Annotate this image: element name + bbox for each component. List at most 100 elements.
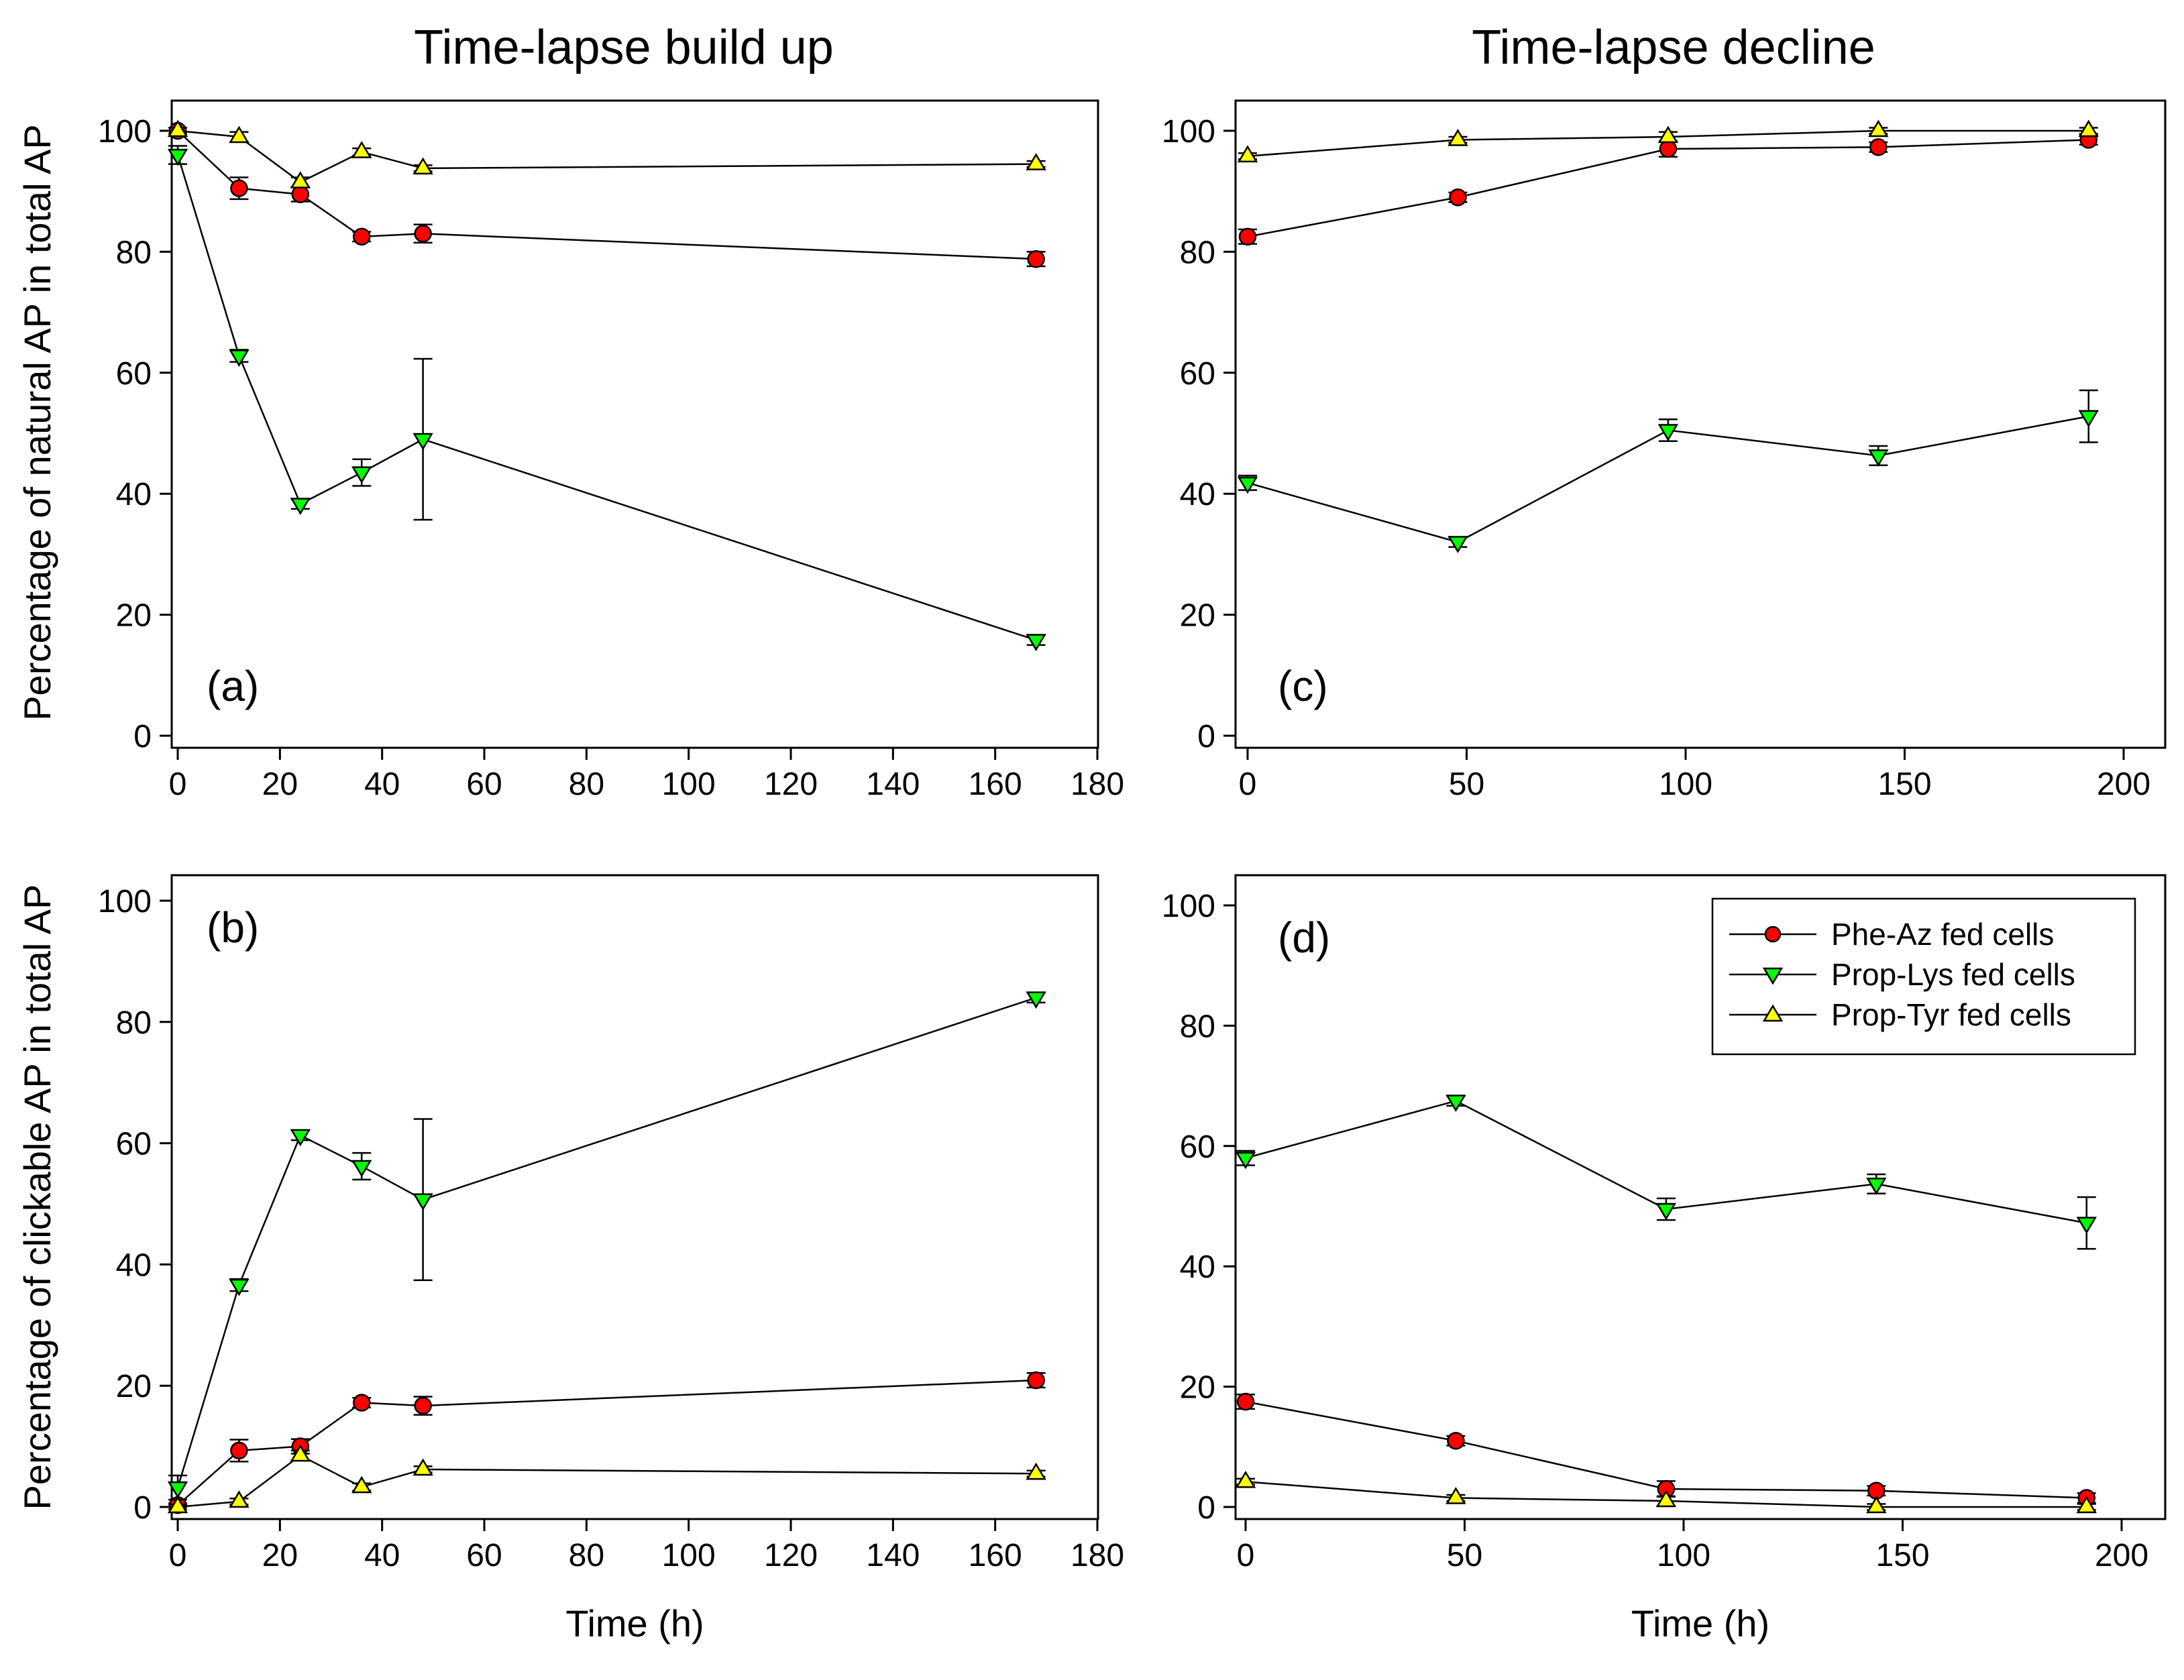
data-point-phe-az-fed-cells [352,227,371,246]
x-tick-label: 180 [1071,767,1124,802]
series-phe-az-fed-cells [168,1371,1046,1514]
y-tick-label: 20 [116,598,152,634]
data-point-prop-tyr-fed-cells [290,1444,311,1462]
series-prop-lys-fed-cells [1237,389,2099,553]
data-point-prop-tyr-fed-cells [1448,129,1468,146]
y-axis-title-top: Percentage of natural AP in total AP [16,124,58,720]
y-tick-label: 0 [133,719,152,754]
data-point-prop-tyr-fed-cells [290,171,311,188]
series-prop-lys-fed-cells [167,991,1046,1501]
series-line-prop-lys-fed-cells [176,997,1036,1488]
data-point-phe-az-fed-cells [1027,1371,1045,1390]
series-prop-tyr-fed-cells [1237,119,2099,163]
plot-frame [1234,99,2167,749]
x-tick-label: 100 [1659,767,1712,802]
series-line-prop-lys-fed-cells [176,154,1036,641]
y-tick-label: 40 [1180,477,1215,512]
x-tick-label: 160 [969,1538,1022,1573]
x-axis-title-b: Time (h) [565,1602,704,1644]
series-prop-tyr-fed-cells [1235,1470,2097,1514]
x-tick-label: 200 [2097,767,2150,802]
x-tick-label: 0 [1237,1538,1255,1573]
series-line-prop-tyr-fed-cells [177,1454,1036,1508]
data-point-phe-az-fed-cells [1449,188,1467,207]
y-tick-label: 100 [98,114,152,150]
panel-label-c: (c) [1278,662,1328,710]
y-tick-label: 100 [1162,114,1215,150]
data-point-prop-tyr-fed-cells [1235,1470,1256,1488]
panel-label-b: (b) [207,903,259,952]
x-tick-label: 40 [364,1538,400,1573]
legend-label-prop-lys: Prop-Lys fed cells [1831,957,2075,992]
x-tick-label: 40 [364,767,400,802]
data-point-prop-tyr-fed-cells [167,1496,188,1514]
panel-label-a: (a) [207,662,259,710]
data-point-prop-tyr-fed-cells [1026,153,1046,170]
legend-entry-phe-az: Phe-Az fed cells [1729,917,2054,952]
data-point-prop-lys-fed-cells [1866,1178,1887,1195]
data-point-prop-lys-fed-cells [1448,536,1468,553]
y-tick-label: 80 [116,1005,152,1041]
data-point-phe-az-fed-cells [1447,1432,1465,1450]
y-tick-label: 20 [1180,598,1215,634]
legend-label-prop-tyr: Prop-Tyr fed cells [1831,997,2071,1032]
x-tick-label: 150 [1877,767,1931,802]
x-tick-label: 20 [262,767,298,802]
panel-label-d: (d) [1278,913,1330,962]
series-line-phe-az-fed-cells [177,130,1036,260]
series-phe-az-fed-cells [1238,131,2098,246]
y-tick-label: 0 [1197,1490,1215,1526]
data-point-prop-tyr-fed-cells [413,1458,433,1476]
data-point-prop-lys-fed-cells [290,498,311,515]
y-tick-label: 60 [116,356,152,392]
x-tick-label: 160 [969,767,1022,802]
data-point-prop-tyr-fed-cells [1026,1462,1046,1480]
plot-frame [170,874,1099,1520]
x-tick-label: 0 [169,767,187,802]
data-point-prop-tyr-fed-cells [413,157,433,175]
x-tick-label: 80 [569,1538,604,1573]
data-point-prop-tyr-fed-cells [1868,119,1889,137]
data-point-phe-az-fed-cells [1659,139,1678,158]
x-tick-label: 180 [1071,1538,1124,1573]
x-tick-label: 100 [662,767,716,802]
series-line-phe-az-fed-cells [177,1379,1036,1506]
y-axis-title-bottom: Percentage of clickable AP in total AP [16,885,58,1510]
y-tick-label: 0 [133,1490,152,1526]
y-tick-label: 40 [116,477,152,512]
data-point-phe-az-fed-cells [414,1396,432,1415]
column-title-left: Time-lapse build up [414,21,834,74]
data-point-phe-az-fed-cells [352,1394,371,1412]
y-tick-label: 80 [1180,235,1215,270]
x-tick-label: 200 [2095,1538,2148,1573]
legend: Phe-Az fed cells Prop-Lys fed cells Prop… [1711,897,2136,1056]
y-tick-label: 0 [1197,719,1215,754]
data-point-prop-lys-fed-cells [1657,424,1679,441]
data-point-prop-lys-fed-cells [351,1160,372,1178]
data-point-phe-az-fed-cells [1027,249,1045,268]
plot-frame [1234,874,2167,1520]
series-prop-lys-fed-cells [167,145,1046,651]
legend-marker-prop-tyr [1762,1004,1784,1022]
y-tick-label: 60 [1180,1129,1215,1165]
series-prop-lys-fed-cells [1235,1095,2097,1250]
y-tick-label: 60 [116,1127,152,1162]
data-point-prop-lys-fed-cells [2076,1217,2097,1235]
data-point-phe-az-fed-cells [1236,1392,1255,1411]
data-point-prop-tyr-fed-cells [229,1490,250,1508]
x-tick-label: 140 [866,1538,920,1573]
panel-b: 0 20 40 60 80 100 120 140 160 180 0 20 40 60 80 100 (b) T… [98,874,1124,1644]
legend-marker-phe-az [1764,926,1782,943]
y-tick-label: 100 [1162,889,1215,924]
data-point-phe-az-fed-cells [230,1441,248,1460]
data-point-phe-az-fed-cells [230,179,248,197]
data-point-prop-lys-fed-cells [229,1278,250,1296]
x-tick-label: 50 [1449,767,1484,802]
data-point-prop-tyr-fed-cells [1657,125,1679,144]
data-point-prop-lys-fed-cells [413,1193,433,1211]
legend-marker-prop-lys [1762,967,1784,985]
data-point-prop-lys-fed-cells [413,433,433,451]
series-prop-tyr-fed-cells [167,119,1046,188]
x-tick-label: 20 [262,1538,298,1573]
